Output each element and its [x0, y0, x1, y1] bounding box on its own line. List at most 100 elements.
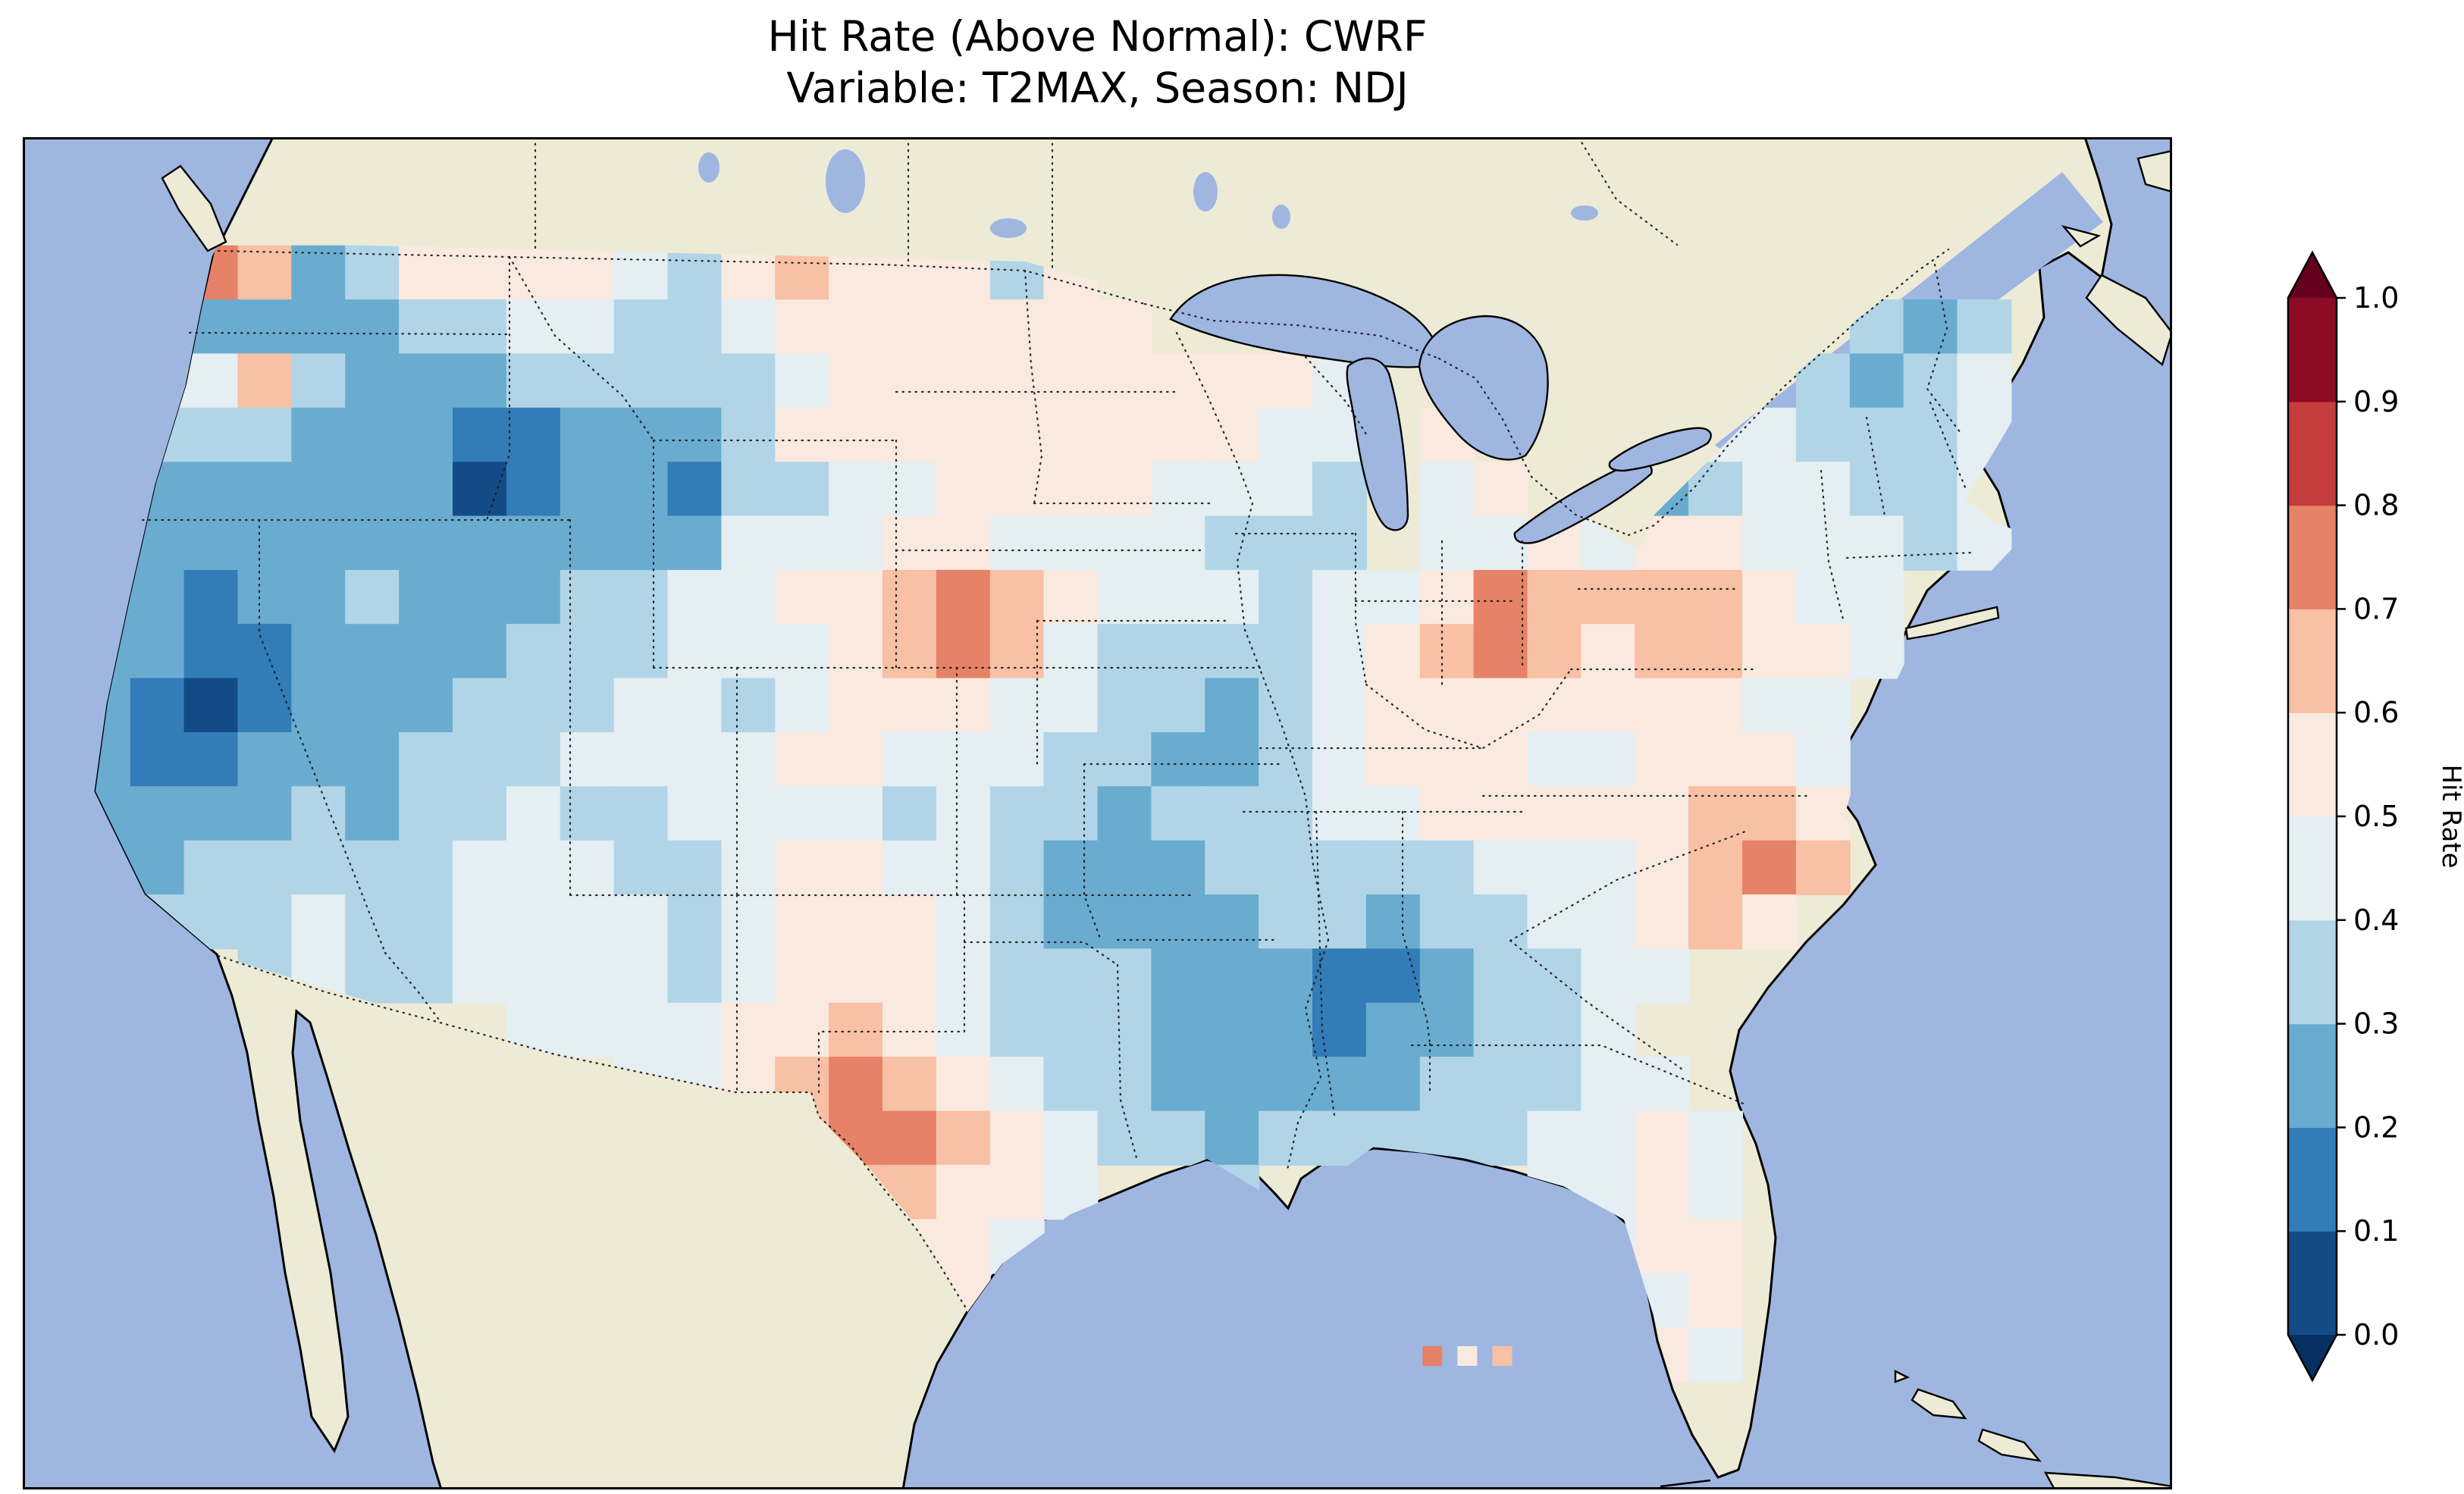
heatmap-cell [721, 516, 776, 571]
heatmap-cell [775, 1003, 829, 1057]
colorbar: 1.00.90.80.70.60.50.40.30.20.10.0 Hit Ra… [2244, 227, 2464, 1425]
heatmap-cell [506, 841, 561, 895]
heatmap-cell [1688, 624, 1743, 678]
heatmap-cell [882, 570, 937, 625]
heatmap-cell [1904, 408, 1958, 462]
heatmap-cell [1098, 516, 1152, 571]
heatmap-cell [238, 732, 293, 787]
heatmap-cell [560, 462, 615, 516]
heatmap-cell [1904, 462, 1958, 516]
heatmap-cell [882, 786, 937, 841]
heatmap-cell [1528, 678, 1582, 733]
heatmap-cell [990, 1057, 1045, 1111]
small-lake-icon [1571, 205, 1598, 221]
heatmap-cell [668, 948, 723, 1003]
heatmap-cell [829, 894, 883, 949]
heatmap-cell [1742, 732, 1797, 787]
heatmap-cell [399, 678, 453, 733]
heatmap-cell [882, 516, 937, 571]
lake-winnipeg-icon [826, 149, 865, 213]
heatmap-cell [1098, 1057, 1152, 1111]
heatmap-cell [345, 462, 400, 516]
heatmap-cell [1688, 1165, 1743, 1220]
heatmap-cell [1528, 841, 1582, 895]
heatmap-cell [614, 948, 669, 1003]
heatmap-cell [506, 894, 561, 949]
heatmap-cell [1688, 1219, 1743, 1273]
heatmap-cell [1688, 894, 1743, 949]
heatmap-cell [614, 732, 669, 787]
heatmap-cell [882, 948, 937, 1003]
heatmap-cell [1312, 1003, 1367, 1057]
heatmap-cell [614, 678, 669, 733]
heatmap-cell [1151, 353, 1205, 408]
heatmap-cell [1688, 786, 1743, 841]
heatmap-cell [990, 408, 1045, 462]
heatmap-cell [1474, 841, 1528, 895]
heatmap-cell [1098, 732, 1152, 787]
heatmap-cell [990, 786, 1045, 841]
heatmap-cell [668, 570, 723, 625]
heatmap-cell [1044, 408, 1099, 462]
heatmap-cell [829, 786, 883, 841]
heatmap-cell [1420, 570, 1475, 625]
heatmap-cell [936, 1111, 991, 1166]
heatmap-cell [1742, 570, 1797, 625]
heatmap-cell [184, 841, 239, 895]
colorbar-tick-label: 1.0 [2353, 281, 2399, 315]
heatmap-cell [1635, 624, 1689, 678]
heatmap-cell [1850, 408, 1904, 462]
heatmap-cell [1796, 678, 1851, 733]
heatmap-cell [1742, 624, 1797, 678]
colorbar-segment [2288, 713, 2337, 816]
heatmap-cell [882, 462, 937, 516]
heatmap-cell [238, 408, 293, 462]
heatmap-cell [345, 516, 400, 571]
heatmap-cell [1259, 678, 1313, 733]
heatmap-cell [1474, 948, 1528, 1003]
heatmap-cell [1151, 516, 1205, 571]
heatmap-cell [882, 1111, 937, 1166]
heatmap-cell [1796, 516, 1851, 571]
heatmap-cell [345, 353, 400, 408]
heatmap-cell [775, 948, 829, 1003]
heatmap-cell [560, 299, 615, 354]
heatmap-cell [1688, 516, 1743, 571]
heatmap-cell [1205, 786, 1259, 841]
heatmap-cell [1098, 1111, 1152, 1166]
heatmap-cell [1044, 353, 1099, 408]
heatmap-cell [1420, 732, 1475, 787]
heatmap-cell [506, 408, 561, 462]
lake-of-the-woods-icon [990, 218, 1027, 238]
heatmap-cell [291, 516, 346, 571]
heatmap-cell [936, 624, 991, 678]
heatmap-cell [1044, 1003, 1099, 1057]
heatmap-cell [399, 408, 453, 462]
heatmap-cell [936, 786, 991, 841]
heatmap-cell [399, 299, 453, 354]
heatmap-cell [668, 678, 723, 733]
heatmap-cell [130, 624, 185, 678]
heatmap-cell [238, 570, 293, 625]
heatmap-cell [614, 516, 669, 571]
heatmap-cell [399, 570, 453, 625]
heatmap-cell [1581, 570, 1635, 625]
heatmap-cell [721, 570, 776, 625]
heatmap-cell [1098, 624, 1152, 678]
heatmap-cell [882, 408, 937, 462]
heatmap-cell [775, 353, 829, 408]
heatmap-cell [560, 570, 615, 625]
heatmap-cell [560, 948, 615, 1003]
colorbar-body: 1.00.90.80.70.60.50.40.30.20.10.0 [2288, 252, 2399, 1380]
heatmap-cell [1796, 841, 1851, 895]
colorbar-tick-label: 0.4 [2353, 904, 2399, 937]
heatmap-cell [1688, 732, 1743, 787]
heatmap-cell [829, 570, 883, 625]
heatmap-cell [453, 246, 507, 300]
heatmap-cell [1259, 1003, 1313, 1057]
heatmap-cell [1742, 516, 1797, 571]
heatmap-cell [829, 732, 883, 787]
heatmap-cell [1420, 948, 1475, 1003]
heatmap-cell [1044, 1111, 1099, 1166]
heatmap-cell [506, 462, 561, 516]
